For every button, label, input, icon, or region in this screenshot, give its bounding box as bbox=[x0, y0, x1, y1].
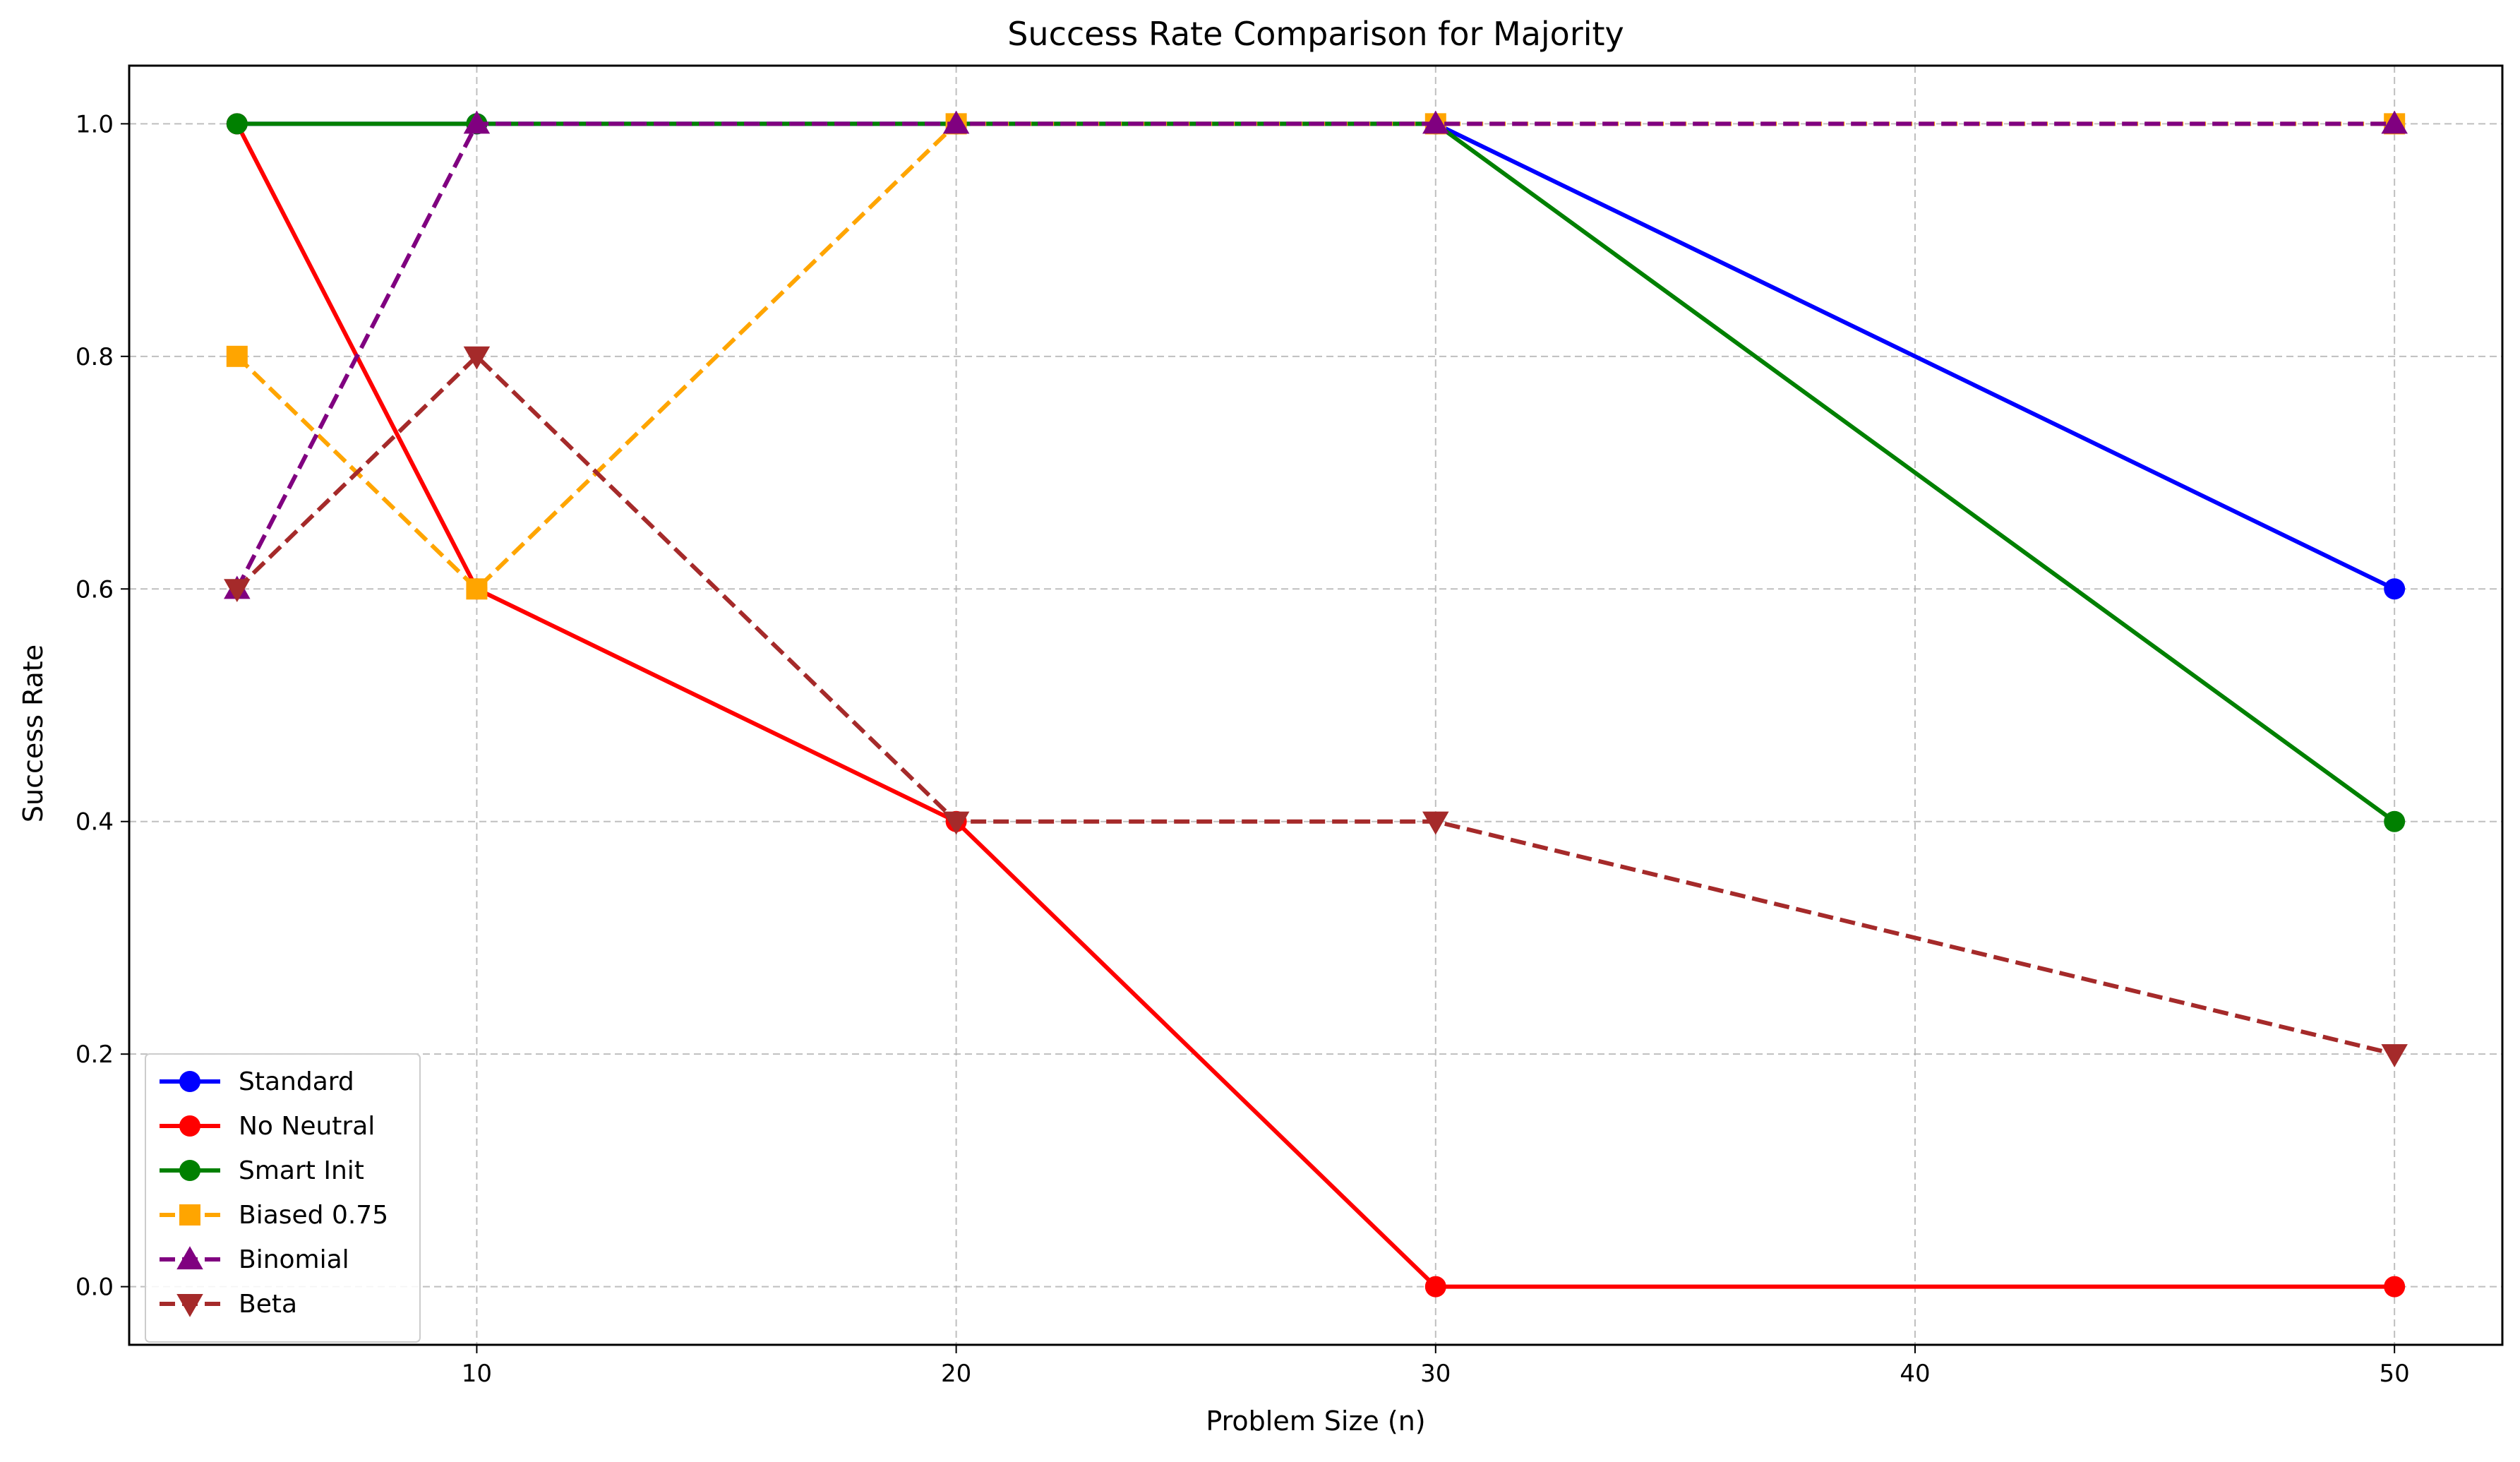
legend-item-no-neutral: No Neutral bbox=[160, 1112, 375, 1141]
legend-label-biased-0-75: Biased 0.75 bbox=[239, 1201, 388, 1230]
x-tick-label: 40 bbox=[1900, 1360, 1930, 1388]
data-point-beta bbox=[463, 346, 491, 370]
legend-label-standard: Standard bbox=[239, 1067, 354, 1096]
legend-label-no-neutral: No Neutral bbox=[239, 1112, 375, 1141]
data-point-beta bbox=[2381, 1044, 2408, 1067]
y-tick-label: 0.4 bbox=[76, 808, 114, 837]
legend-item-standard: Standard bbox=[160, 1067, 354, 1096]
chart-title: Success Rate Comparison for Majority bbox=[1007, 15, 1624, 53]
legend-item-biased-0-75: Biased 0.75 bbox=[160, 1201, 388, 1230]
legend: Standard No Neutral Smart Init Biased 0.75 B… bbox=[145, 1053, 421, 1343]
legend-marker-no-neutral bbox=[179, 1115, 200, 1137]
legend-marker-beta bbox=[176, 1293, 203, 1317]
data-point-no-neutral bbox=[1424, 1276, 1446, 1298]
data-point-biased-0-75 bbox=[466, 578, 488, 600]
legend-item-binomial: Binomial bbox=[160, 1245, 349, 1274]
legend-marker-standard bbox=[179, 1071, 200, 1092]
legend-item-smart-init: Smart Init bbox=[160, 1156, 364, 1185]
axes: 10 20 30 40 50 0.0 0.2 0.4 0.6 0.8 1.0 bbox=[76, 110, 2410, 1388]
y-tick-label: 0.6 bbox=[76, 575, 114, 604]
data-point-no-neutral bbox=[2384, 1276, 2406, 1298]
data-point-beta bbox=[942, 811, 970, 835]
data-point-standard bbox=[2384, 578, 2406, 600]
x-tick-label: 20 bbox=[941, 1360, 971, 1388]
y-axis-label: Success Rate bbox=[18, 645, 49, 822]
x-tick-label: 10 bbox=[462, 1360, 492, 1388]
series-beta bbox=[224, 346, 2408, 1067]
data-point-beta bbox=[1422, 811, 1449, 835]
x-tick-label: 30 bbox=[1420, 1360, 1451, 1388]
x-axis-label: Problem Size (n) bbox=[1206, 1406, 1425, 1437]
legend-label-binomial: Binomial bbox=[239, 1245, 349, 1274]
y-tick-label: 1.0 bbox=[76, 110, 114, 138]
data-point-smart-init bbox=[226, 113, 248, 135]
data-point-binomial bbox=[2381, 110, 2408, 134]
data-point-binomial bbox=[942, 110, 970, 134]
x-tick-label: 50 bbox=[2380, 1360, 2410, 1388]
data-point-binomial bbox=[1422, 110, 1449, 134]
legend-marker-smart-init bbox=[179, 1160, 200, 1181]
data-point-biased-0-75 bbox=[226, 345, 248, 367]
data-point-smart-init bbox=[2384, 810, 2406, 832]
y-tick-label: 0.8 bbox=[76, 343, 114, 371]
legend-label-smart-init: Smart Init bbox=[239, 1156, 364, 1185]
legend-label-beta: Beta bbox=[239, 1290, 297, 1319]
legend-marker-biased-0-75 bbox=[179, 1204, 200, 1226]
series-layer bbox=[224, 110, 2408, 1298]
y-tick-label: 0.0 bbox=[76, 1274, 114, 1302]
data-point-binomial bbox=[463, 110, 491, 134]
legend-item-beta: Beta bbox=[160, 1290, 297, 1319]
plot-frame bbox=[128, 64, 2504, 1346]
data-point-beta bbox=[224, 579, 251, 603]
series-binomial bbox=[224, 110, 2408, 599]
y-tick-label: 0.2 bbox=[76, 1041, 114, 1069]
legend-marker-binomial bbox=[176, 1246, 203, 1270]
